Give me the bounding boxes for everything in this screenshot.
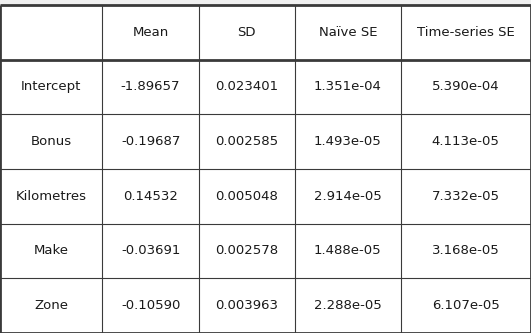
Text: Naïve SE: Naïve SE	[319, 26, 377, 39]
Text: Make: Make	[34, 244, 68, 257]
Text: 0.023401: 0.023401	[215, 81, 278, 94]
Text: 0.002578: 0.002578	[215, 244, 278, 257]
Text: Zone: Zone	[34, 299, 68, 312]
Text: Bonus: Bonus	[31, 135, 72, 148]
Text: -0.19687: -0.19687	[121, 135, 181, 148]
Text: Kilometres: Kilometres	[16, 190, 87, 203]
Text: 0.003963: 0.003963	[216, 299, 278, 312]
Text: 5.390e-04: 5.390e-04	[432, 81, 500, 94]
Text: 3.168e-05: 3.168e-05	[432, 244, 500, 257]
Text: 2.288e-05: 2.288e-05	[314, 299, 382, 312]
Text: 1.351e-04: 1.351e-04	[314, 81, 382, 94]
Text: 1.493e-05: 1.493e-05	[314, 135, 382, 148]
Text: 0.002585: 0.002585	[215, 135, 278, 148]
Text: 0.14532: 0.14532	[123, 190, 178, 203]
Text: Time-series SE: Time-series SE	[417, 26, 515, 39]
Text: -1.89657: -1.89657	[121, 81, 181, 94]
Text: 2.914e-05: 2.914e-05	[314, 190, 382, 203]
Text: 0.005048: 0.005048	[216, 190, 278, 203]
Text: 7.332e-05: 7.332e-05	[432, 190, 500, 203]
Text: 4.113e-05: 4.113e-05	[432, 135, 500, 148]
Text: 1.488e-05: 1.488e-05	[314, 244, 382, 257]
Text: Intercept: Intercept	[21, 81, 81, 94]
Text: SD: SD	[237, 26, 256, 39]
Text: Mean: Mean	[132, 26, 169, 39]
FancyBboxPatch shape	[0, 5, 531, 333]
Text: -0.10590: -0.10590	[121, 299, 181, 312]
Text: -0.03691: -0.03691	[121, 244, 181, 257]
Text: 6.107e-05: 6.107e-05	[432, 299, 500, 312]
